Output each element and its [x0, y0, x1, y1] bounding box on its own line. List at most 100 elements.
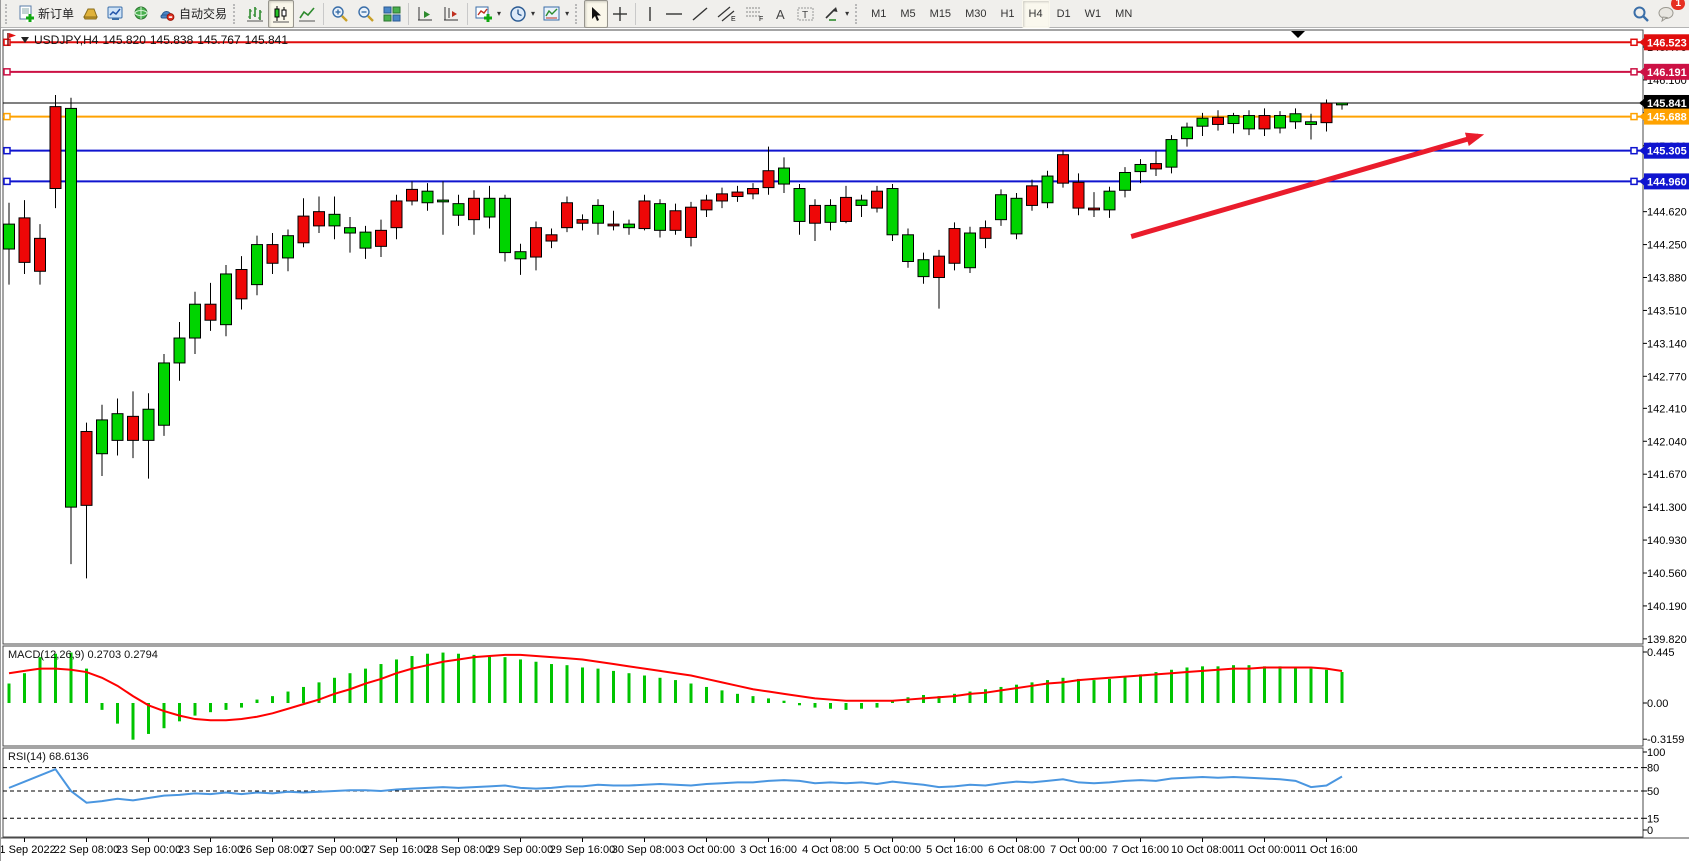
candle-29-Sep-04-00[interactable]	[530, 227, 542, 258]
notifications-button[interactable]: 1	[1654, 0, 1685, 28]
candle-29-Sep-00-00[interactable]	[514, 251, 527, 260]
search-button[interactable]	[1628, 0, 1654, 28]
vline-tool-button[interactable]	[639, 0, 661, 28]
new-order-button[interactable]: 新订单	[14, 0, 78, 28]
candle-3-Oct-08-00[interactable]	[731, 191, 744, 198]
tf-m15-button[interactable]: M15	[929, 7, 952, 20]
trend-arrow-annotation[interactable]	[1130, 132, 1485, 239]
templates-button[interactable]: ▾	[539, 0, 573, 28]
candle-22-Sep-08-00[interactable]	[80, 430, 93, 506]
candle-27-Sep-12-00[interactable]	[375, 229, 387, 247]
chart-canvas[interactable]: 146.470146.100145.730145.360144.990144.6…	[1, 28, 1689, 861]
crosshair-tool-button[interactable]	[608, 0, 632, 28]
zoom-in-button[interactable]	[327, 0, 353, 28]
candle-26-Sep-00-00[interactable]	[235, 269, 248, 300]
candle-4-Oct-16-00[interactable]	[855, 199, 868, 206]
candle-26-Sep-12-00[interactable]	[282, 235, 294, 259]
candle-3-Oct-04-00[interactable]	[716, 193, 728, 202]
candle-29-Sep-12-00[interactable]	[561, 202, 573, 229]
candle-22-Sep-20-00[interactable]	[127, 415, 139, 441]
tf-d1-button[interactable]: D1	[1056, 7, 1071, 20]
candle-6-Oct-16-00[interactable]	[1041, 175, 1054, 204]
periods-button[interactable]: ▾	[505, 0, 539, 28]
trendline-tool-button[interactable]	[687, 0, 713, 28]
tf-m30-button[interactable]: M30	[965, 7, 987, 20]
channel-tool-button[interactable]: E	[713, 0, 741, 28]
candle-30-Sep-20-00[interactable]	[685, 206, 697, 238]
candle-5-Oct-20-00[interactable]	[964, 232, 976, 269]
tf-m1-button[interactable]: M1	[871, 7, 887, 20]
candle-29-Sep-16-00[interactable]	[576, 219, 589, 224]
candle-23-Sep-16-00[interactable]	[204, 303, 217, 321]
zoom-out-button[interactable]	[353, 0, 379, 28]
candle-27-Sep-08-00[interactable]	[359, 231, 372, 249]
candle-5-Oct-00-00[interactable]	[886, 188, 899, 236]
toolbar-grip[interactable]	[575, 3, 582, 24]
tf-w1-button[interactable]: W1	[1084, 7, 1102, 20]
candle-4-Oct-00-00[interactable]	[793, 188, 806, 222]
text-label-tool-button[interactable]: T	[793, 0, 819, 28]
candle-6-Oct-12-00[interactable]	[1026, 185, 1038, 206]
candle-28-Sep-08-00[interactable]	[452, 203, 465, 216]
candle-11-Oct-04-00[interactable]	[1274, 115, 1286, 129]
tf-m5-button[interactable]: M5	[900, 7, 916, 20]
candle-27-Sep-00-00[interactable]	[328, 213, 341, 227]
toolbar-grip[interactable]	[855, 3, 862, 24]
candle-21-Sep-20-00[interactable]	[34, 237, 46, 272]
candle-6-Oct-00-00[interactable]	[979, 227, 992, 239]
candle-26-Sep-08-00[interactable]	[266, 244, 279, 264]
candle-11-Oct-08-00[interactable]	[1289, 113, 1302, 123]
tf-h4-button[interactable]: H4	[1021, 0, 1050, 28]
arrows-tool-button[interactable]: ▾	[819, 0, 853, 28]
candle-7-Oct-00-00[interactable]	[1072, 181, 1085, 209]
candle-30-Sep-04-00[interactable]	[623, 223, 635, 229]
cursor-tool-button[interactable]	[584, 0, 609, 28]
candle-11-Oct-12-00[interactable]	[1305, 121, 1317, 125]
candle-10-Oct-08-00[interactable]	[1196, 117, 1209, 127]
candle-3-Oct-00-00[interactable]	[700, 199, 713, 211]
candle-28-Sep-12-00[interactable]	[468, 197, 480, 221]
candle-23-Sep-08-00[interactable]	[173, 337, 186, 364]
candle-22-Sep-16-00[interactable]	[111, 413, 124, 441]
bar-chart-button[interactable]	[242, 0, 268, 28]
candle-23-Sep-00-00[interactable]	[142, 408, 155, 441]
candle-3-Oct-16-00[interactable]	[762, 170, 775, 189]
candle-4-Oct-04-00[interactable]	[809, 204, 821, 224]
candle-7-Oct-16-00[interactable]	[1134, 163, 1147, 173]
candle-6-Oct-20-00[interactable]	[1057, 154, 1069, 184]
price-lines[interactable]	[3, 38, 1643, 186]
candle-22-Sep-00-00[interactable]	[49, 106, 62, 190]
candlestick-chart-button[interactable]	[268, 0, 295, 28]
candle-28-Sep-04-00[interactable]	[437, 199, 449, 203]
candle-30-Sep-00-00[interactable]	[607, 223, 620, 227]
candle-4-Oct-08-00[interactable]	[824, 204, 837, 223]
candle-7-Oct-20-00[interactable]	[1150, 163, 1162, 170]
candle-7-Oct-08-00[interactable]	[1103, 190, 1116, 211]
candle-23-Sep-12-00[interactable]	[189, 303, 201, 339]
candle-22-Sep-12-00[interactable]	[96, 419, 108, 455]
candle-27-Sep-04-00[interactable]	[344, 227, 356, 234]
candle-10-Oct-04-00[interactable]	[1181, 126, 1193, 140]
candle-6-Oct-08-00[interactable]	[1010, 197, 1023, 235]
navigator-button[interactable]	[129, 0, 154, 28]
candle-3-Oct-12-00[interactable]	[747, 188, 759, 195]
price-badges[interactable]: 146.523 146.191 145.841 145.688 145.305 144.9…	[1639, 34, 1689, 190]
candle-23-Sep-04-00[interactable]	[158, 362, 170, 426]
tile-windows-button[interactable]	[379, 0, 405, 28]
candle-11-Oct-16-00[interactable]	[1320, 102, 1333, 124]
candle-29-Sep-20-00[interactable]	[592, 204, 604, 224]
candle-23-Sep-20-00[interactable]	[220, 273, 232, 326]
collapse-arrow-icon[interactable]	[21, 36, 30, 44]
line-chart-button[interactable]	[294, 0, 320, 28]
candle-21-Sep-12-00[interactable]	[3, 223, 15, 250]
candle-28-Sep-20-00[interactable]	[499, 197, 511, 254]
candle-5-Oct-08-00[interactable]	[917, 259, 930, 278]
candle-11-Oct-20-00[interactable]	[1336, 102, 1348, 106]
candle-28-Sep-00-00[interactable]	[421, 190, 434, 204]
market-watch-button[interactable]	[103, 0, 129, 28]
candle-10-Oct-20-00[interactable]	[1243, 115, 1255, 130]
candle-6-Oct-04-00[interactable]	[995, 194, 1007, 221]
auto-scroll-button[interactable]	[412, 0, 438, 28]
candle-7-Oct-04-00[interactable]	[1088, 207, 1100, 211]
